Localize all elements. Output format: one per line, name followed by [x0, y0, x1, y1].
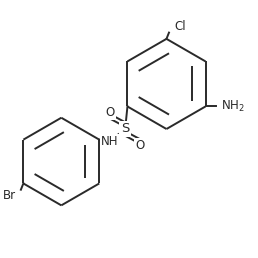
Text: Cl: Cl	[174, 20, 186, 33]
Text: O: O	[135, 139, 145, 152]
Text: O: O	[106, 106, 115, 119]
Text: S: S	[121, 123, 129, 135]
Text: NH$_2$: NH$_2$	[221, 99, 244, 114]
Text: NH: NH	[101, 135, 118, 148]
Text: Br: Br	[3, 189, 16, 203]
